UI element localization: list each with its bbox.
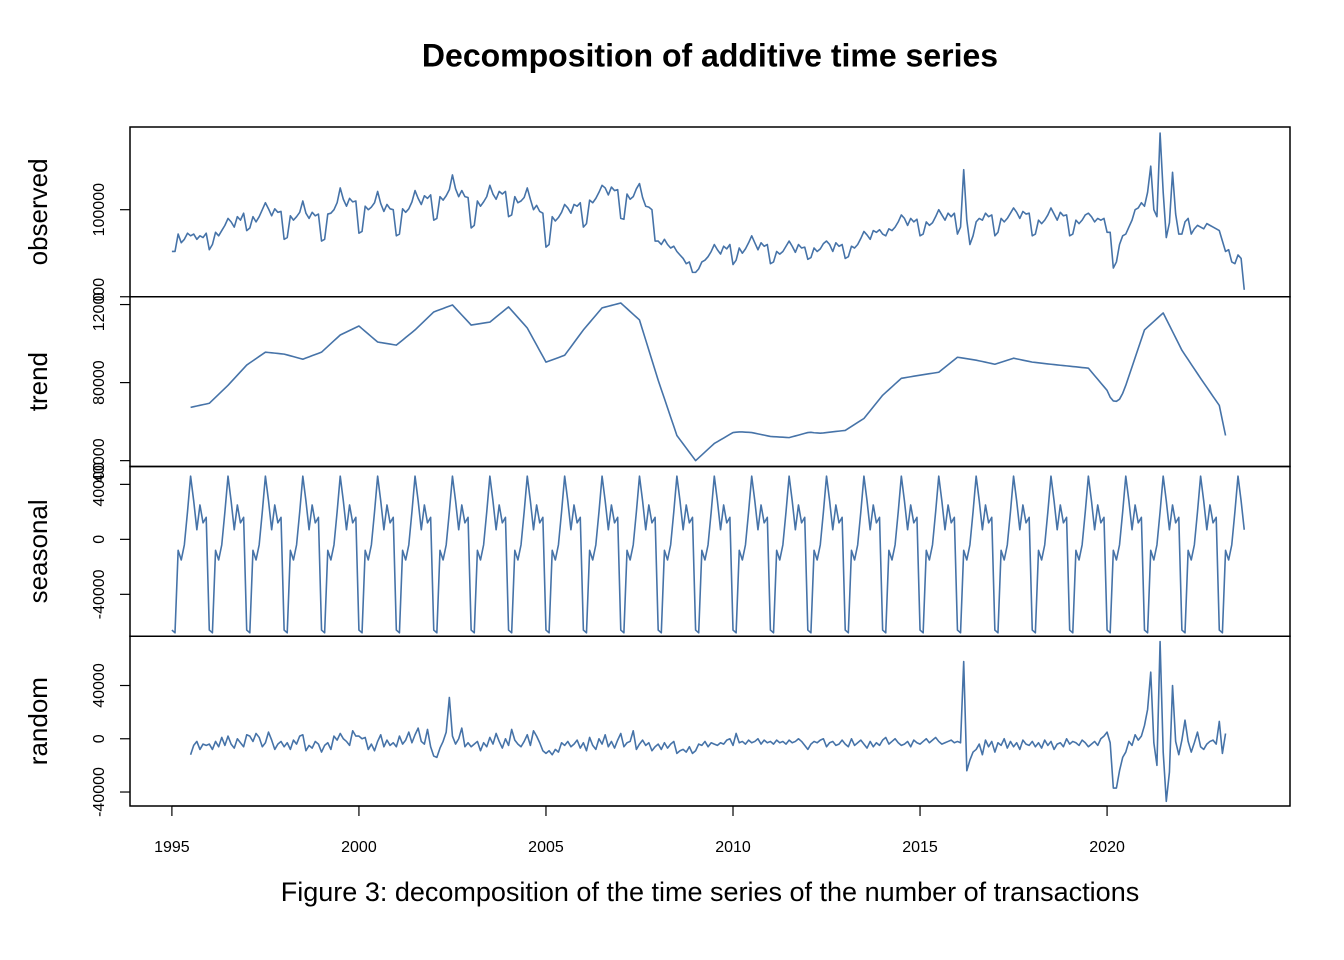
series-line: [189, 640, 1227, 803]
x-tick-label: 1995: [154, 839, 190, 856]
y-tick-label: -40000: [91, 569, 108, 619]
y-tick-label: -40000: [91, 767, 108, 817]
y-tick-label: 100000: [91, 183, 108, 236]
series-line: [190, 302, 1227, 462]
x-tick-label: 2005: [528, 839, 564, 856]
panel-label: random: [23, 677, 53, 765]
y-tick-label: 40000: [91, 663, 108, 708]
x-tick-label: 2015: [902, 839, 938, 856]
y-tick-label: 0: [91, 292, 108, 301]
panel-frame: [129, 635, 1291, 807]
y-tick-label: 120000: [91, 278, 108, 331]
series-line: [171, 132, 1246, 290]
y-tick-label: 0: [91, 535, 108, 544]
chart-title: Decomposition of additive time series: [422, 37, 998, 73]
y-tick-label: 0: [91, 734, 108, 743]
panel-label: trend: [23, 352, 53, 411]
x-tick-label: 2000: [341, 839, 377, 856]
y-tick-label: 80000: [91, 360, 108, 405]
panel-frame: [129, 296, 1291, 468]
panel-label: observed: [23, 158, 53, 265]
panel-frame: [129, 126, 1291, 298]
x-tick-label: 2010: [715, 839, 751, 856]
caption: Figure 3: decomposition of the time seri…: [281, 877, 1139, 907]
series-line: [171, 475, 1246, 634]
y-tick-label: 40000: [91, 438, 108, 483]
x-tick-label: 2020: [1089, 839, 1125, 856]
panel-frame: [129, 465, 1291, 637]
y-tick-label: 40000: [91, 462, 108, 507]
panel-label: seasonal: [23, 499, 53, 603]
